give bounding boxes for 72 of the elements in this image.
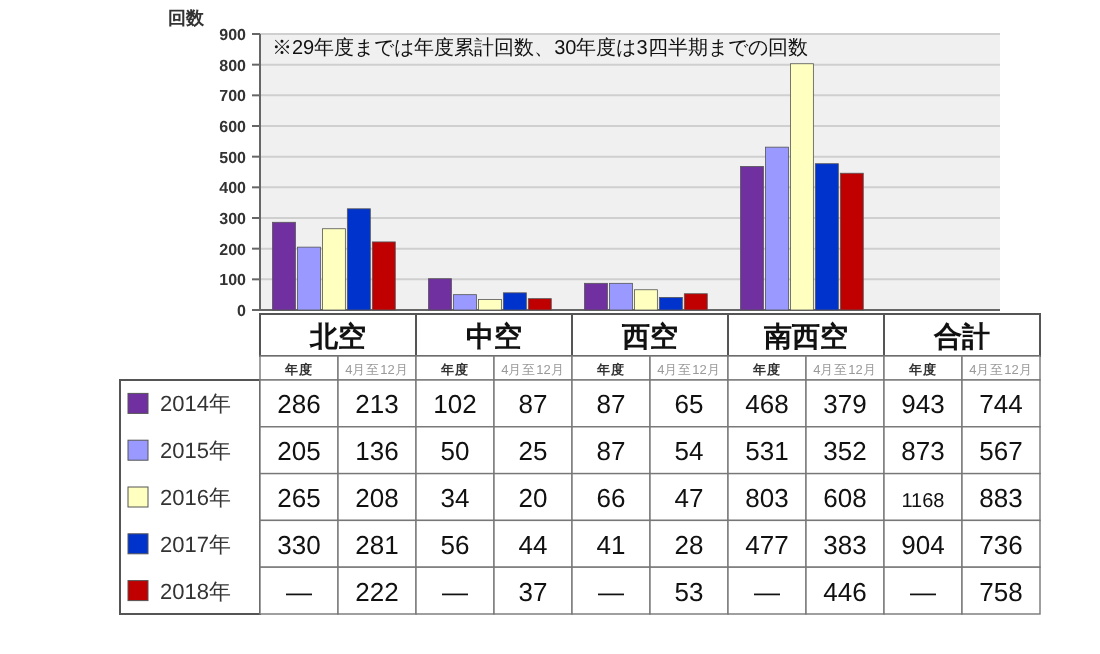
legend-label: 2016年: [160, 487, 231, 511]
y-tick-label: 400: [219, 179, 248, 198]
text: 330: [277, 529, 321, 560]
text: 943: [901, 389, 945, 420]
text: —: [442, 576, 468, 607]
y-tick-label: 200: [219, 240, 248, 259]
text: 265: [277, 483, 321, 513]
text: 286: [277, 389, 321, 420]
text: 281: [355, 529, 399, 560]
text: 87: [596, 436, 626, 467]
text: 37: [518, 576, 548, 607]
text: 222: [355, 576, 399, 607]
text: 87: [518, 389, 548, 420]
text: 208: [355, 483, 399, 513]
text: 468: [745, 389, 789, 420]
text: 34: [440, 483, 470, 513]
x-tick-label: 中空: [466, 320, 522, 352]
text: 102: [433, 389, 477, 420]
x-tick-label: 合計: [932, 320, 990, 352]
text: 66: [596, 483, 626, 513]
text: 758: [979, 576, 1023, 607]
text: 28: [674, 529, 704, 560]
text: 20: [518, 483, 548, 513]
text: 531: [745, 436, 789, 467]
text: 213: [355, 389, 399, 420]
x-tick-label: 北空: [308, 320, 366, 352]
text: 41: [596, 529, 626, 560]
text: 47: [674, 483, 704, 513]
y-tick-label: 100: [219, 271, 248, 290]
text: 477: [745, 529, 789, 560]
chart-title: ※29年度までは年度累計回数、30年度は3四半期までの回数: [272, 36, 808, 60]
y-tick-label: 900: [219, 26, 248, 44]
text: 379: [823, 389, 867, 420]
text: —: [286, 576, 312, 607]
text: —: [598, 576, 624, 607]
text: —: [910, 576, 936, 607]
text: 56: [440, 529, 470, 560]
y-tick-label: 300: [219, 210, 248, 228]
text: 54: [674, 436, 704, 467]
text: 205: [277, 436, 321, 467]
text: 352: [823, 436, 867, 467]
y-axis-title: 回数: [168, 8, 206, 28]
text: 65: [674, 389, 704, 420]
text: 904: [901, 529, 945, 560]
text: 44: [518, 529, 548, 560]
legend-label: 2017年: [160, 533, 231, 558]
text: 446: [823, 576, 867, 607]
y-tick-label: 700: [219, 87, 248, 106]
text: 25: [518, 436, 548, 467]
text: 136: [355, 436, 399, 467]
legend-label: 2015年: [160, 440, 231, 465]
text: 873: [901, 436, 945, 467]
y-tick-label: 600: [219, 118, 248, 136]
text: 803: [745, 483, 789, 513]
text: 87: [596, 389, 626, 420]
text: —: [754, 576, 780, 607]
legend-label: 2014年: [160, 393, 231, 418]
text: 567: [979, 436, 1023, 467]
text: 608: [823, 483, 867, 513]
text: 744: [979, 389, 1023, 420]
y-tick-label: 0: [237, 302, 248, 320]
text: 736: [979, 529, 1023, 560]
text: 1168: [901, 491, 946, 513]
legend-label: 2018年: [160, 580, 231, 605]
text: 383: [823, 529, 867, 560]
text: 50: [440, 436, 470, 467]
y-tick-label: 500: [219, 148, 248, 167]
y-tick-label: 800: [219, 56, 248, 75]
x-tick-label: 西空: [620, 320, 678, 352]
text: 883: [979, 483, 1023, 513]
x-tick-label: 南西空: [762, 320, 848, 352]
text: 53: [674, 576, 704, 607]
